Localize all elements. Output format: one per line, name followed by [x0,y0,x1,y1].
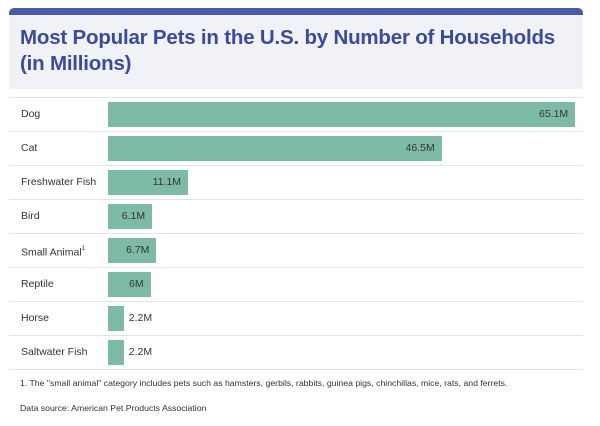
category-label: Bird [21,210,40,222]
value-label: 11.1M [152,175,182,188]
value-label: 2.2M [128,311,153,324]
row-divider [9,165,583,166]
category-label: Reptile [21,278,54,290]
row-divider [9,131,583,132]
bar [108,305,124,331]
row-divider [9,335,583,336]
bar [108,203,152,229]
value-label: 6M [129,277,144,290]
title-panel [9,15,583,89]
bar [108,169,188,195]
value-label: 6.7M [126,243,150,256]
row-divider [9,199,583,200]
data-source: Data source: American Pet Products Assoc… [20,403,207,413]
value-label: 6.1M [121,209,146,222]
footnote-mark: 1 [81,245,86,252]
value-label: 46.5M [405,141,435,154]
bar [108,339,124,365]
category-label: Cat [21,142,38,154]
bar [108,135,442,161]
value-label: 65.1M [539,107,569,120]
category-label: Horse [21,312,50,324]
row-divider [9,97,583,98]
chart-title: Most Popular Pets in the U.S. by Number … [20,26,555,75]
row-divider [9,369,583,370]
accent-top-bar [9,8,583,16]
category-label: Freshwater Fish [21,176,97,188]
category-label: Saltwater Fish [21,346,88,358]
footnote: 1. The "small animal" category includes … [20,378,508,388]
bar [108,271,152,297]
row-divider [9,233,583,234]
row-divider [9,267,583,268]
category-label: Small Animal1 [21,245,86,259]
bar [108,237,157,263]
bar [108,101,575,127]
value-label: 2.2M [128,345,153,358]
row-divider [9,301,583,302]
category-label: Dog [21,108,41,120]
